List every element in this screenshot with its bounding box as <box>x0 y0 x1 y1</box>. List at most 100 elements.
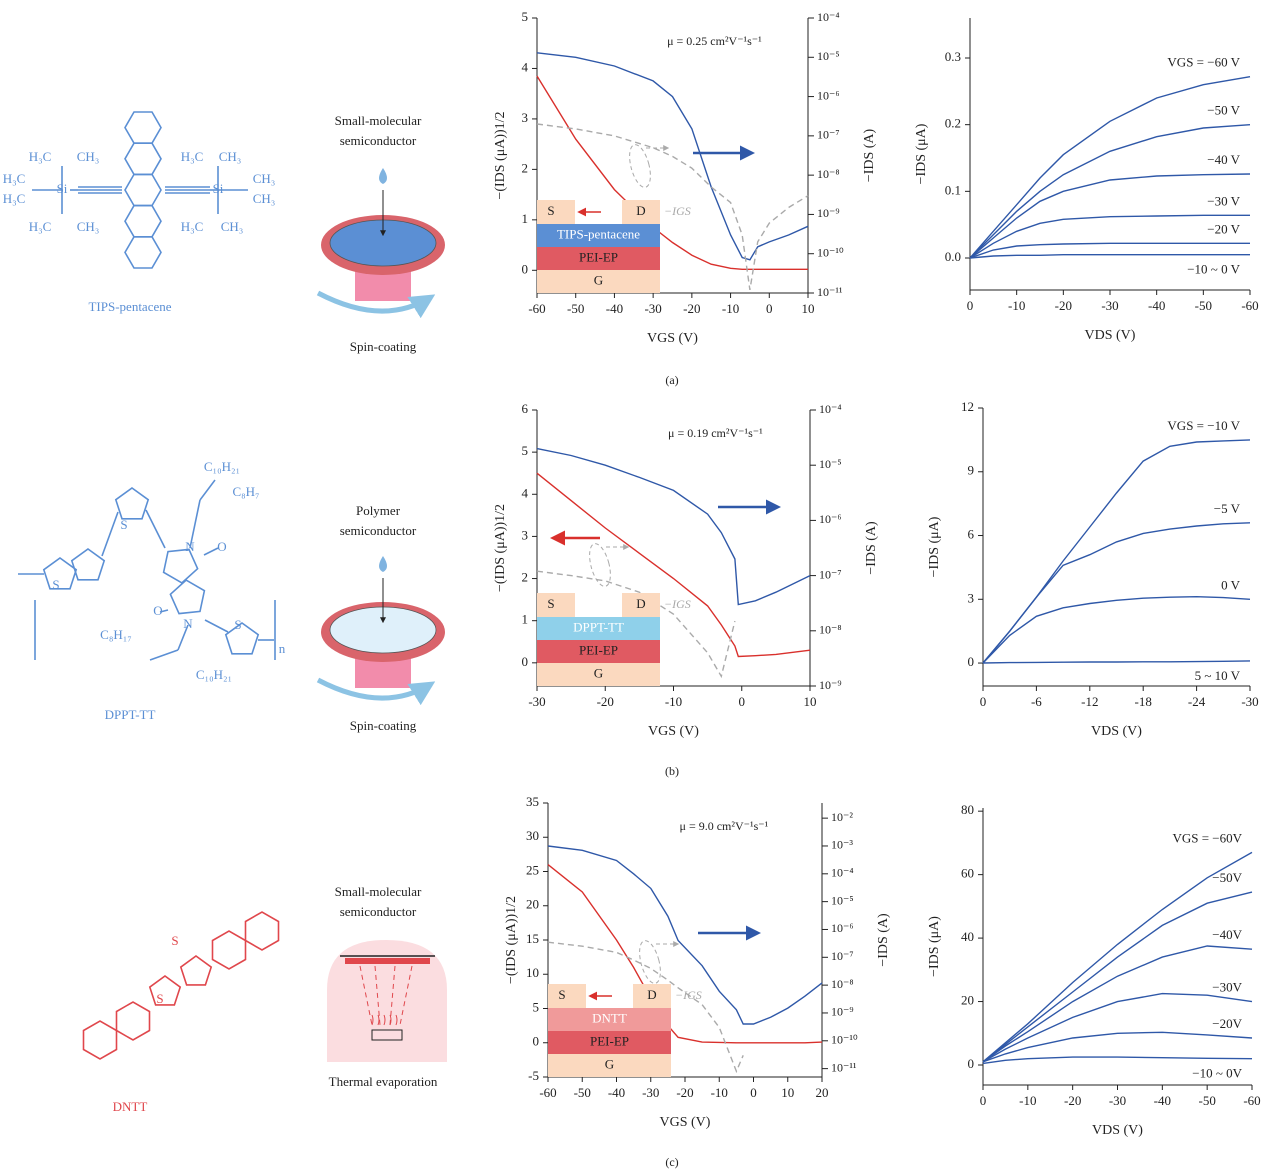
molecule-name: DPPT-TT <box>105 707 156 722</box>
y-tick-label: 0 <box>968 654 975 669</box>
x-tick-label: -10 <box>665 694 682 709</box>
x-tick-label: -18 <box>1135 694 1152 709</box>
x-tick-label: -60 <box>1241 298 1258 313</box>
y2-tick-label: 10⁻¹⁰ <box>817 245 844 259</box>
bond <box>200 480 215 500</box>
x-tick-label: -40 <box>606 301 623 316</box>
y-tick-label: 2 <box>522 160 529 175</box>
mobility-annotation: μ = 0.25 cm²V⁻¹s⁻¹ <box>667 34 762 48</box>
y-tick-label: 1 <box>522 612 529 627</box>
x-axis-title: VDS (V) <box>1091 724 1142 739</box>
x-tick-label: -30 <box>1109 1093 1126 1108</box>
figure: H₃CCH₃H₃CH₃CSiH₃CCH₃H₃CCH₃SiCH₃CH₃H₃CCH₃… <box>0 0 1265 1172</box>
channel-label: DPPT-TT <box>573 619 624 634</box>
series-label: −40 V <box>1207 152 1240 167</box>
y-tick-label: 4 <box>522 59 529 74</box>
y-tick-label: 10 <box>526 965 539 980</box>
series-label: −50V <box>1212 870 1242 885</box>
atom-label: H₃C <box>181 219 204 234</box>
y2-axis-title: −IDS (A) <box>864 521 879 575</box>
y2-tick-label: 10⁻⁸ <box>819 623 842 637</box>
molecule-name: TIPS-pentacene <box>88 299 171 314</box>
x-tick-label: -30 <box>1101 298 1118 313</box>
y2-tick-label: 10⁻⁶ <box>817 88 840 102</box>
x-tick-label: -40 <box>608 1085 625 1100</box>
x-tick-label: 10 <box>781 1085 794 1100</box>
curve-ellipse <box>626 142 655 189</box>
x-tick-label: -24 <box>1188 694 1206 709</box>
bond <box>150 650 178 660</box>
y-axis-title: −IDS (μA) <box>914 123 929 184</box>
atom-label: O <box>153 603 162 618</box>
series-label: −20V <box>1212 1016 1242 1031</box>
x-tick-label: 0 <box>980 694 987 709</box>
x-tick-label: 0 <box>766 301 773 316</box>
y-tick-label: 2 <box>522 570 529 585</box>
panel-caption: (c) <box>665 1155 678 1169</box>
series-label: VGS = −10 V <box>1167 418 1240 433</box>
y2-tick-label: 10⁻⁹ <box>819 678 842 692</box>
y-tick-label: 3 <box>522 527 529 542</box>
ring <box>246 912 279 950</box>
x-tick-label: 0 <box>750 1085 757 1100</box>
series-label: −50 V <box>1207 103 1240 118</box>
ring <box>72 549 104 580</box>
x-tick-label: -60 <box>1243 1093 1260 1108</box>
atom-label: n <box>279 641 286 656</box>
y-tick-label: 0 <box>522 261 529 276</box>
y-tick-label: 5 <box>533 999 540 1014</box>
bond <box>205 620 228 632</box>
y-tick-label: 5 <box>522 9 529 24</box>
ring <box>226 623 258 654</box>
y-tick-label: 25 <box>526 862 539 877</box>
y2-tick-label: 10⁻¹¹ <box>831 1060 857 1074</box>
y2-tick-label: 10⁻² <box>831 810 853 824</box>
atom-label: O <box>217 539 226 554</box>
y2-tick-label: 10⁻⁷ <box>819 567 842 581</box>
y-tick-label: 0.1 <box>945 182 961 197</box>
gate-current-label: −IGS <box>664 204 691 218</box>
mobility-annotation: μ = 9.0 cm²V⁻¹s⁻¹ <box>680 819 769 833</box>
mobility-annotation: μ = 0.19 cm²V⁻¹s⁻¹ <box>668 426 763 440</box>
x-tick-label: 20 <box>816 1085 829 1100</box>
atom-label: H₃C <box>29 219 52 234</box>
x-tick-label: -30 <box>528 694 545 709</box>
process-text: Small-molecular <box>335 884 422 899</box>
atom-label: H₃C <box>3 191 26 206</box>
ring <box>117 1002 150 1040</box>
atom-label: H₃C <box>29 149 52 164</box>
process-text: semiconductor <box>340 904 417 919</box>
x-tick-label: -6 <box>1031 694 1042 709</box>
atom-label: C₁₀H₂₁ <box>204 459 240 474</box>
atom-label: N <box>185 539 195 554</box>
y2-tick-label: 10⁻⁴ <box>819 402 842 416</box>
channel-label: DNTT <box>592 1010 627 1025</box>
y-tick-label: 0 <box>522 654 529 669</box>
x-tick-label: -20 <box>683 301 700 316</box>
gate-current-label: −IGS <box>664 597 691 611</box>
source-label: S <box>547 203 554 218</box>
x-tick-label: -30 <box>642 1085 659 1100</box>
y2-tick-label: 10⁻⁶ <box>819 512 842 526</box>
channel-label: TIPS-pentacene <box>557 226 640 241</box>
y-tick-label: 12 <box>961 399 974 414</box>
atom-label: Si <box>57 181 68 196</box>
gate-current-label: −IGS <box>675 988 702 1002</box>
y-tick-label: 3 <box>522 110 529 125</box>
data-line <box>983 597 1250 663</box>
x-axis-title: VDS (V) <box>1092 1123 1143 1138</box>
y-tick-label: 0.0 <box>945 249 961 264</box>
x-tick-label: -20 <box>676 1085 693 1100</box>
x-tick-label: -20 <box>1055 298 1072 313</box>
droplet <box>379 168 387 184</box>
ring <box>116 488 148 519</box>
source <box>537 593 575 617</box>
ring <box>181 956 211 985</box>
bond <box>102 512 118 556</box>
molecule-structure <box>84 912 279 1059</box>
ring <box>170 580 204 614</box>
y-tick-label: 15 <box>526 931 539 946</box>
x-tick-label: -12 <box>1081 694 1098 709</box>
y2-tick-label: 10⁻³ <box>831 838 853 852</box>
gate-label: G <box>605 1056 614 1071</box>
